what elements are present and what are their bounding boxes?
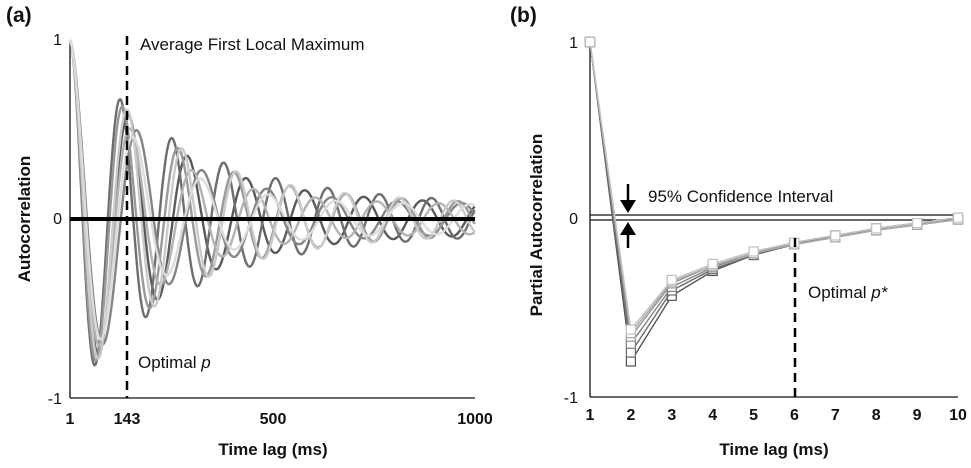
panel-a-xtick-1000: 1000	[457, 411, 493, 428]
panel-a-xtick-1: 1	[66, 411, 75, 428]
panel-a-ytick-1: 1	[53, 32, 62, 49]
panel-b-optimal-symbol: p*	[870, 283, 888, 302]
panel-a-series-group	[68, 39, 476, 367]
panel-a: 1 0 -1 1 143 500 1000 Time lag (ms) Auto…	[15, 32, 493, 459]
panel-b-x-ticks: 1 2 3 4 5 6 7 8 9 10	[586, 407, 967, 424]
panel-b-point-s6-lag9	[911, 218, 923, 229]
panel-b-series-line-6	[589, 41, 959, 332]
panel-a-series-line-5	[68, 39, 476, 348]
panel-b-xtick-6: 6	[790, 407, 799, 424]
panel-b-ci-annotation: 95% Confidence Interval	[648, 187, 833, 206]
panel-a-xtick-500: 500	[260, 411, 287, 428]
ci-arrow-down-icon	[620, 184, 636, 213]
panel-b-x-axis-title: Time lag (ms)	[719, 440, 828, 459]
panel-a-ytick-neg1: -1	[48, 391, 62, 408]
panel-b-ytick-neg1: -1	[564, 390, 578, 407]
panel-b-xtick-1: 1	[586, 407, 595, 424]
panel-b-point-s6-lag7	[830, 230, 841, 241]
panel-b-point-s6-lag4	[707, 258, 718, 269]
panel-b-xtick-2: 2	[626, 407, 635, 424]
panel-a-series-line-7	[68, 39, 476, 341]
panel-b-xtick-3: 3	[667, 407, 676, 424]
panel-b-point-s6-lag2	[625, 324, 637, 335]
panel-b-series-line-5	[589, 41, 959, 335]
panel-a-optimal-symbol: p	[200, 353, 210, 372]
panel-a-series-line-3	[68, 39, 476, 346]
panel-b-point-s6-lag3	[666, 274, 677, 285]
panel-a-x-axis-title: Time lag (ms)	[218, 440, 327, 459]
panel-a-series-line-2	[68, 39, 476, 367]
panel-b-xtick-8: 8	[872, 407, 881, 424]
panel-b-xtick-9: 9	[913, 407, 922, 424]
panel-b-xtick-4: 4	[708, 407, 717, 424]
panel-a-optimal-text: Optimal	[138, 353, 201, 372]
panel-b-point-s6-lag8	[871, 223, 882, 234]
panel-b-ytick-0: 0	[569, 211, 578, 228]
panel-b-point-s2-lag2	[625, 347, 637, 358]
panel-a-y-axis-title: Autocorrelation	[15, 156, 34, 283]
panel-a-series-line-6	[68, 39, 476, 360]
panel-b-xtick-7: 7	[831, 407, 840, 424]
panel-b-point-s6-lag10	[952, 212, 964, 223]
panel-b-xtick-5: 5	[749, 407, 758, 424]
panel-b-point-s1-lag2	[625, 356, 637, 367]
panel-a-xtick-143: 143	[114, 411, 141, 428]
panel-b-point-s6-lag1	[584, 36, 596, 48]
ci-arrow-up-icon	[620, 222, 636, 248]
panel-b-optimal-p-annotation: Optimal p*	[808, 283, 889, 302]
panel-b-ytick-1: 1	[569, 35, 578, 52]
panel-b-y-axis-title: Partial Autocorrelation	[527, 134, 546, 317]
panel-b-series-group	[584, 36, 964, 367]
panel-a-first-max-annotation: Average First Local Maximum	[140, 35, 365, 54]
panel-b-label: (b)	[510, 4, 537, 27]
panel-a-optimal-p-annotation: Optimal p	[138, 353, 211, 372]
panel-b-optimal-text: Optimal	[808, 283, 871, 302]
panel-b-xtick-10: 10	[949, 407, 967, 424]
panel-a-label: (a)	[6, 4, 32, 27]
panel-a-ytick-0: 0	[53, 211, 62, 228]
panel-b: 1 2 3 4 5 6 7 8 9 10 1 0 -1 Time lag (ms) Partial…	[527, 35, 967, 459]
panel-b-point-s6-lag5	[748, 246, 759, 257]
